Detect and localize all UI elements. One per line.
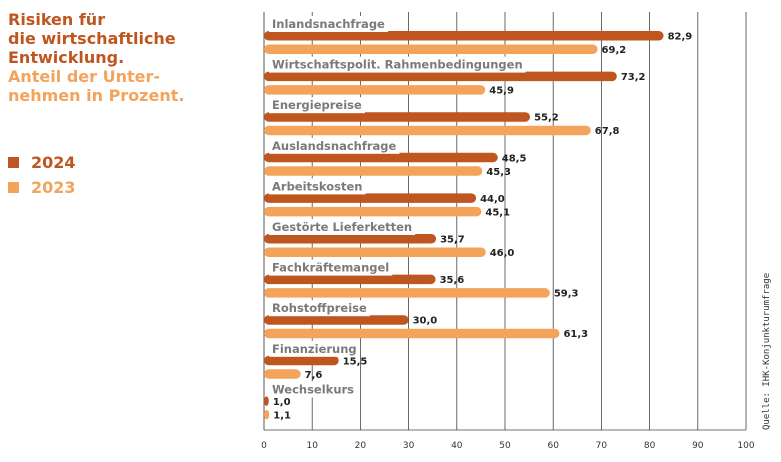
data-label-2024: 1,0 <box>273 397 291 408</box>
data-label-2024: 73,2 <box>621 72 646 83</box>
bar-2023 <box>264 328 560 339</box>
category-label: Inlandsnachfrage <box>272 17 385 31</box>
bar-2024 <box>264 152 498 163</box>
bar-2024 <box>264 396 269 406</box>
source-note: Quelle: IHK-Konjunkturumfrage <box>762 272 772 430</box>
data-label-2024: 48,5 <box>502 153 527 164</box>
data-label-2024: 35,6 <box>440 275 465 286</box>
category-label-backing <box>269 137 400 154</box>
bar-2023 <box>264 409 270 420</box>
x-tick-label: 70 <box>596 441 608 451</box>
data-label-2024: 44,0 <box>480 194 505 205</box>
category-label: Auslandsnachfrage <box>272 139 397 153</box>
data-label-2023: 67,8 <box>595 126 620 137</box>
x-tick-label: 50 <box>499 441 511 451</box>
data-label-2024: 15,5 <box>343 356 368 367</box>
data-label-2023: 61,3 <box>563 329 588 340</box>
category-label: Fachkräftemangel <box>272 261 389 275</box>
category-label: Arbeitskosten <box>272 179 362 193</box>
bar-2023 <box>264 247 486 257</box>
title-block: Risiken für die wirtschaftliche Entwickl… <box>8 10 238 105</box>
bar-2024 <box>264 193 477 203</box>
data-label-2023: 7,6 <box>305 370 323 381</box>
bar-2023 <box>264 85 486 95</box>
x-tick-label: 10 <box>306 441 318 451</box>
legend-item-2024: 2024 <box>8 150 76 175</box>
data-label-2023: 1,1 <box>273 410 291 421</box>
legend-label-2023: 2023 <box>31 178 76 197</box>
category-label: Finanzierung <box>272 342 357 356</box>
legend-swatch-2024 <box>8 157 19 168</box>
data-label-2023: 46,0 <box>490 248 515 259</box>
category-label-backing <box>269 178 366 195</box>
category-label-backing <box>269 300 370 317</box>
data-label-2023: 45,1 <box>485 207 510 218</box>
bar-2024 <box>264 112 531 122</box>
data-label-2024: 55,2 <box>534 113 559 124</box>
bar-2024 <box>264 274 436 285</box>
legend-item-2023: 2023 <box>8 175 76 200</box>
bar-2024 <box>264 31 664 41</box>
category-label-backing <box>269 381 358 398</box>
data-label-2024: 30,0 <box>413 316 438 327</box>
x-tick-label: 80 <box>644 441 656 451</box>
x-tick-label: 60 <box>547 441 559 451</box>
category-label: Gestörte Lieferketten <box>272 220 412 234</box>
category-label: Rohstoffpreise <box>272 301 367 315</box>
data-label-2023: 45,9 <box>489 86 514 97</box>
category-label: Energiepreise <box>272 98 362 112</box>
chart-title-line: Risiken für <box>8 10 106 29</box>
bar-2023 <box>264 166 483 176</box>
x-tick-label: 30 <box>403 441 415 451</box>
chart-subtitle-line: nehmen in Prozent. <box>8 86 185 105</box>
x-tick-label: 20 <box>355 441 367 451</box>
category-label: Wechselkurs <box>272 382 354 396</box>
chart-title-line: Entwicklung. <box>8 48 125 67</box>
legend: 2024 2023 <box>8 150 76 200</box>
category-label-backing <box>269 56 526 73</box>
data-label-2023: 59,3 <box>554 289 579 300</box>
bar-2023 <box>264 288 550 298</box>
bar-2024 <box>264 234 437 244</box>
category-label-backing <box>269 259 393 276</box>
category-label: Wirtschaftspolit. Rahmenbedingungen <box>272 58 523 72</box>
bar-2024 <box>264 355 339 366</box>
data-label-2024: 35,7 <box>440 235 465 246</box>
x-tick-label: 0 <box>261 441 267 451</box>
category-label-backing <box>269 97 365 114</box>
chart-title-line: die wirtschaftliche <box>8 29 176 48</box>
label-layer: Inlandsnachfrage 82,9 69,2 Wirtschaftspolit… <box>269 16 692 421</box>
bar-2024 <box>264 315 409 325</box>
category-label-backing <box>269 16 389 32</box>
bar-2023 <box>264 44 598 54</box>
data-label-2024: 82,9 <box>668 32 693 43</box>
x-tick-label: 90 <box>692 441 704 451</box>
x-tick-label: 100 <box>737 441 754 451</box>
bar-2023 <box>264 125 591 136</box>
x-tick-label: 40 <box>451 441 463 451</box>
bar-2023 <box>264 369 301 379</box>
legend-swatch-2023 <box>8 182 19 193</box>
chart-subtitle-line: Anteil der Unter- <box>8 67 160 86</box>
legend-label-2024: 2024 <box>31 153 76 172</box>
data-label-2023: 45,3 <box>486 167 511 178</box>
bar-2024 <box>264 71 617 82</box>
category-label-backing <box>269 219 416 235</box>
category-label-backing <box>269 340 360 357</box>
tick-layer: 0 10 20 30 40 50 60 70 80 90 100 <box>261 441 755 451</box>
data-label-2023: 69,2 <box>602 45 627 56</box>
bar-layer <box>264 31 664 420</box>
bar-2023 <box>264 206 482 217</box>
